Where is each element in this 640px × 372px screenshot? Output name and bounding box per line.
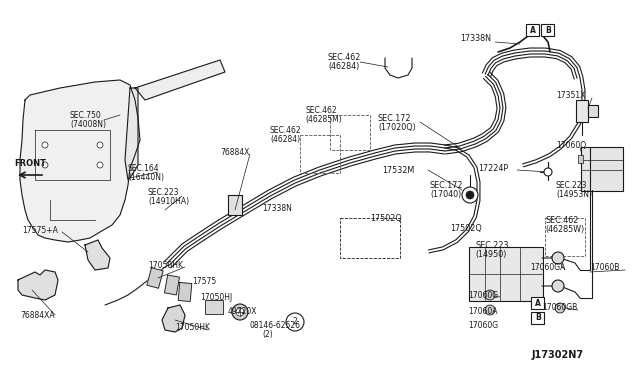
Text: SEC.223: SEC.223 — [556, 180, 588, 189]
Bar — [588, 105, 598, 117]
Text: SEC.462: SEC.462 — [270, 125, 301, 135]
Text: 17502Q: 17502Q — [450, 224, 482, 232]
Text: (46285M): (46285M) — [305, 115, 342, 124]
Text: 17060G: 17060G — [468, 321, 498, 330]
Text: (2): (2) — [262, 330, 273, 339]
Text: SEC.462: SEC.462 — [305, 106, 337, 115]
Text: 17060G: 17060G — [468, 291, 498, 299]
Bar — [541, 24, 554, 36]
FancyBboxPatch shape — [469, 247, 543, 301]
Text: (46285W): (46285W) — [545, 224, 584, 234]
Text: (17020Q): (17020Q) — [378, 122, 416, 131]
Text: (17040): (17040) — [430, 189, 461, 199]
Text: J17302N7: J17302N7 — [532, 350, 584, 360]
Polygon shape — [147, 268, 163, 288]
Text: 17502Q: 17502Q — [370, 214, 402, 222]
Polygon shape — [135, 60, 225, 100]
Text: B: B — [545, 26, 551, 35]
Text: SEC.223: SEC.223 — [148, 187, 179, 196]
Text: SEC.462: SEC.462 — [545, 215, 579, 224]
Text: FRONT: FRONT — [14, 158, 46, 167]
Polygon shape — [125, 88, 138, 180]
Bar — [205, 300, 223, 314]
Text: 17060GB: 17060GB — [542, 304, 577, 312]
Circle shape — [286, 313, 304, 331]
Polygon shape — [85, 240, 110, 270]
FancyBboxPatch shape — [581, 147, 623, 191]
Text: (14950): (14950) — [475, 250, 506, 259]
Text: 76884XA: 76884XA — [20, 311, 54, 320]
Circle shape — [42, 142, 48, 148]
Text: 17224P: 17224P — [478, 164, 508, 173]
Bar — [576, 100, 588, 122]
Bar — [330, 115, 370, 150]
Text: 17050HJ: 17050HJ — [200, 294, 232, 302]
Circle shape — [552, 280, 564, 292]
Text: 08146-62526: 08146-62526 — [250, 321, 301, 330]
Bar — [300, 135, 340, 173]
Text: (46284): (46284) — [270, 135, 300, 144]
Circle shape — [485, 305, 495, 315]
Text: 17575+A: 17575+A — [22, 225, 58, 234]
Polygon shape — [164, 275, 179, 295]
Text: SEC.223: SEC.223 — [475, 241, 509, 250]
Text: 17050HK: 17050HK — [175, 324, 210, 333]
Circle shape — [97, 142, 103, 148]
Polygon shape — [20, 80, 140, 242]
Circle shape — [552, 252, 564, 264]
Circle shape — [97, 162, 103, 168]
Bar — [340, 218, 400, 258]
Circle shape — [555, 303, 565, 313]
Text: 17575: 17575 — [192, 278, 216, 286]
Circle shape — [485, 290, 495, 300]
Circle shape — [462, 187, 478, 203]
Circle shape — [42, 162, 48, 168]
Text: A: A — [530, 26, 536, 35]
Text: 17532M: 17532M — [382, 166, 414, 174]
Text: B: B — [535, 314, 541, 323]
Text: A: A — [535, 298, 541, 308]
Bar — [228, 195, 242, 215]
Circle shape — [544, 168, 552, 176]
Text: 49720X: 49720X — [228, 308, 257, 317]
Circle shape — [466, 191, 474, 199]
Text: SEC.172: SEC.172 — [430, 180, 463, 189]
Text: (14910HA): (14910HA) — [148, 196, 189, 205]
Text: 76884X: 76884X — [220, 148, 250, 157]
Polygon shape — [178, 282, 192, 301]
Text: 17338N: 17338N — [262, 203, 292, 212]
Bar — [545, 218, 585, 256]
Circle shape — [232, 304, 248, 320]
Text: SEC.164: SEC.164 — [128, 164, 159, 173]
Text: 17060GA: 17060GA — [530, 263, 565, 273]
Text: 2: 2 — [292, 317, 298, 327]
Bar — [531, 312, 544, 324]
Text: 17338N: 17338N — [460, 33, 491, 42]
Text: (16440N): (16440N) — [128, 173, 164, 182]
Text: 17050HK: 17050HK — [148, 260, 183, 269]
Text: SEC.750: SEC.750 — [70, 110, 102, 119]
Circle shape — [236, 308, 244, 316]
Bar — [578, 155, 583, 163]
Text: 17060B: 17060B — [590, 263, 620, 273]
Text: 17060A: 17060A — [468, 308, 497, 317]
Text: (14953N): (14953N) — [556, 189, 592, 199]
Text: 17351X: 17351X — [556, 90, 586, 99]
Bar — [526, 24, 539, 36]
Text: (74008N): (74008N) — [70, 119, 106, 128]
Bar — [531, 297, 544, 309]
Text: 17060Q: 17060Q — [556, 141, 586, 150]
Text: (46284): (46284) — [328, 61, 359, 71]
Text: SEC.462: SEC.462 — [328, 52, 362, 61]
Text: SEC.172: SEC.172 — [378, 113, 412, 122]
Polygon shape — [18, 270, 58, 300]
Polygon shape — [162, 305, 185, 332]
